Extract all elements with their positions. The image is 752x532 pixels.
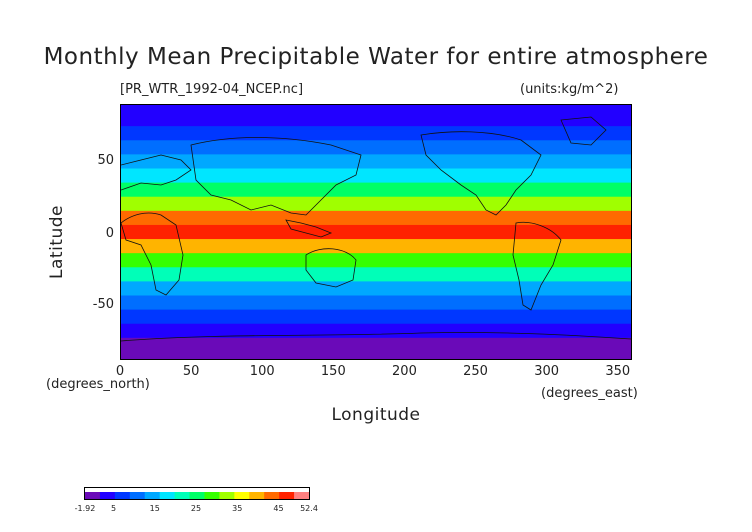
x-tick-label: 150	[320, 364, 346, 379]
coastline-greenland	[560, 116, 607, 146]
file-label: [PR_WTR_1992-04_NCEP.nc]	[120, 82, 304, 97]
map-plot-area	[120, 104, 632, 360]
latitude-band	[121, 182, 631, 198]
colorbar-swatch	[174, 492, 191, 499]
colorbar-swatch	[204, 492, 220, 499]
colorbar-tick-label: 5	[110, 504, 117, 513]
latitude-band	[121, 267, 631, 282]
latitude-band	[121, 239, 631, 254]
colorbar-tick-label: 35	[232, 504, 243, 513]
x-tick-label: 300	[534, 364, 560, 379]
coastline-north-america	[420, 131, 542, 216]
latitude-band	[121, 224, 631, 240]
colorbar-swatch	[99, 492, 116, 499]
colorbar-swatch	[144, 492, 161, 499]
colorbar-swatch	[249, 492, 265, 499]
coastline-australia	[305, 248, 357, 288]
x-tick-label: 250	[463, 364, 488, 379]
colorbar-tick-label: -1.92	[74, 504, 96, 513]
colorbar-swatch	[189, 492, 205, 499]
colorbar-swatch	[279, 492, 295, 499]
coastline-africa	[121, 212, 184, 296]
coastline-south-america	[512, 221, 562, 311]
latitude-band	[121, 154, 631, 169]
coastline-antarctica	[121, 332, 631, 342]
figure-title: Monthly Mean Precipitable Water for enti…	[43, 44, 709, 70]
y-tick-0: 0	[105, 226, 114, 241]
colorbar-tick-label: 15	[149, 504, 160, 513]
latitude-band	[121, 295, 631, 311]
x-axis-unit: (degrees_east)	[541, 386, 638, 401]
units-label: (units:kg/m^2)	[520, 82, 619, 97]
colorbar-swatches	[85, 492, 309, 499]
colorbar-swatch	[264, 492, 280, 499]
latitude-band	[121, 309, 631, 325]
latitude-band	[121, 253, 631, 268]
y-tick-50: 50	[97, 153, 114, 168]
latitude-band	[121, 323, 631, 339]
x-axis-label: Longitude	[331, 405, 421, 425]
y-tick-minus-50: -50	[92, 297, 114, 312]
colorbar-swatch	[234, 492, 250, 499]
latitude-band	[121, 196, 631, 212]
y-axis-unit: (degrees_north)	[46, 377, 150, 392]
colorbar	[84, 487, 310, 500]
colorbar-swatch	[159, 492, 176, 499]
latitude-band	[121, 281, 631, 296]
precipitable-water-heatmap	[121, 105, 631, 359]
latitude-band	[121, 140, 631, 155]
x-tick-label: 350	[605, 364, 631, 379]
colorbar-swatch	[219, 492, 235, 499]
x-tick-label: 0	[115, 364, 125, 379]
colorbar-tick-label: 25	[190, 504, 202, 513]
latitude-band	[121, 126, 631, 141]
latitude-band	[121, 350, 631, 359]
latitude-band	[121, 337, 631, 352]
latitude-band	[121, 210, 631, 226]
x-tick-label: 100	[249, 364, 275, 379]
colorbar-tick-label: 45	[273, 504, 284, 513]
coastline-indonesia	[285, 219, 333, 238]
colorbar-swatch	[114, 492, 131, 499]
latitude-band	[121, 168, 631, 184]
colorbar-tick-label: 52.4	[300, 504, 318, 513]
colorbar-swatch	[294, 492, 309, 499]
coastline-asia	[190, 137, 362, 216]
colorbar-swatch	[129, 492, 146, 499]
colorbar-swatch	[85, 492, 101, 499]
x-tick-label: 200	[392, 364, 417, 379]
coastline-europe	[121, 154, 192, 191]
latitude-band	[121, 113, 631, 127]
x-tick-label: 50	[182, 364, 200, 379]
y-axis-label: Latitude	[47, 205, 67, 279]
latitude-band	[121, 105, 631, 114]
